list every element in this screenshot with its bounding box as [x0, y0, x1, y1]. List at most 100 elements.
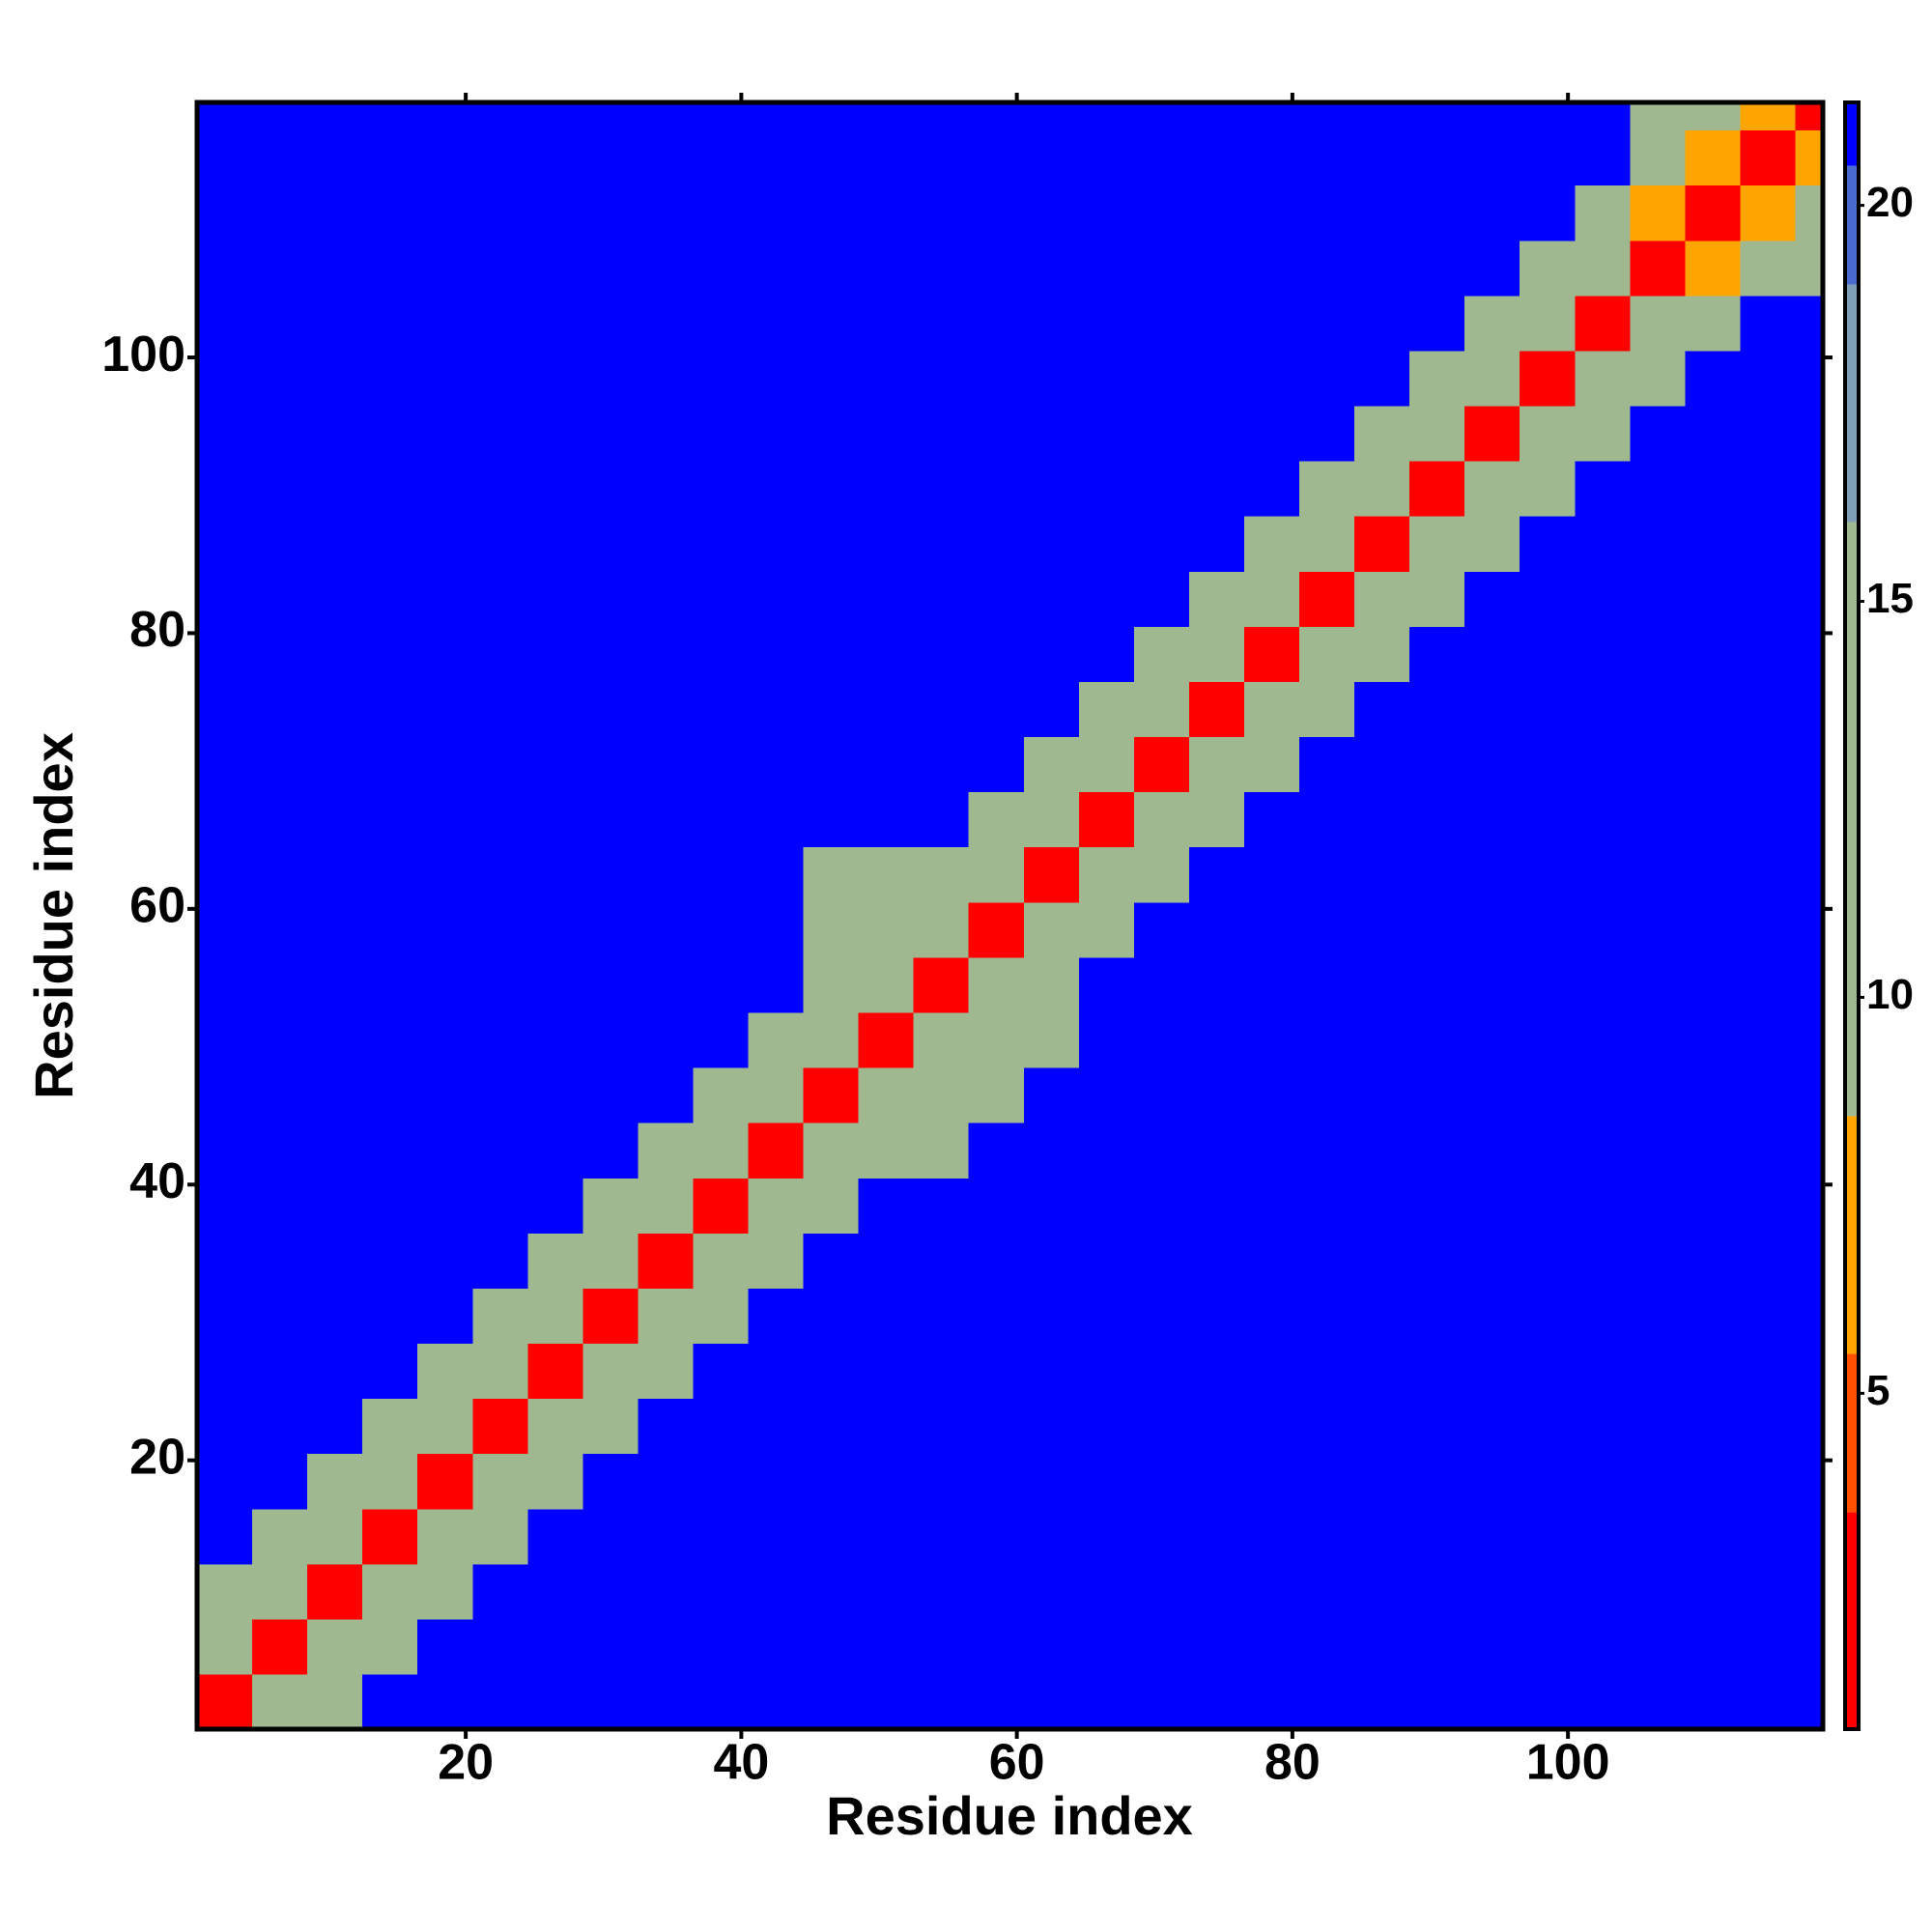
heatmap-cell [968, 1233, 1025, 1289]
heatmap-cell [1630, 846, 1686, 903]
heatmap-cell [362, 1453, 418, 1510]
heatmap-cell [638, 956, 695, 1013]
heatmap-cell [307, 1288, 363, 1345]
heatmap-cell [803, 295, 860, 352]
heatmap-cell [1023, 1673, 1080, 1729]
heatmap-cell [1188, 956, 1245, 1013]
heatmap-cell [803, 516, 860, 572]
heatmap-cell [803, 350, 860, 407]
heatmap-cell [362, 350, 418, 407]
heatmap-cell [1795, 791, 1823, 848]
heatmap-cell [582, 846, 639, 903]
heatmap-cell [1188, 1673, 1245, 1729]
heatmap-cell [968, 901, 1025, 958]
heatmap-cell [1299, 626, 1355, 682]
heatmap-cell [1133, 1398, 1190, 1455]
heatmap-cell [307, 1508, 363, 1565]
heatmap-cell [1685, 516, 1742, 572]
heatmap-cell [362, 1398, 418, 1455]
heatmap-cell [858, 185, 915, 242]
heatmap-cell [1078, 516, 1135, 572]
heatmap-cell [1023, 1066, 1080, 1123]
heatmap-cell [307, 240, 363, 297]
heatmap-cell [1520, 1673, 1576, 1729]
heatmap-cell [1023, 1122, 1080, 1179]
heatmap-cell [1575, 185, 1631, 242]
heatmap-cell [748, 736, 805, 793]
heatmap-cell [197, 295, 253, 352]
heatmap-cell [1464, 1288, 1520, 1345]
heatmap-cell [1243, 791, 1300, 848]
heatmap-cell [638, 461, 695, 517]
heatmap-cell [197, 185, 253, 242]
heatmap-cell [1188, 736, 1245, 793]
heatmap-cell [803, 405, 860, 462]
heatmap-cell [362, 295, 418, 352]
heatmap-cell [1575, 571, 1631, 627]
heatmap-cell [1243, 626, 1300, 682]
heatmap-cell [417, 129, 473, 186]
heatmap-cell [582, 901, 639, 958]
heatmap-cell [1575, 626, 1631, 682]
heatmap-cell [307, 102, 363, 131]
heatmap-cell [527, 956, 583, 1013]
heatmap-cell [1685, 295, 1742, 352]
heatmap-cell [1299, 736, 1355, 793]
heatmap-cell [1795, 350, 1823, 407]
colorbar-segment [1845, 102, 1859, 166]
heatmap-cell [913, 129, 970, 186]
heatmap-cell [307, 1618, 363, 1675]
heatmap-cell [1575, 846, 1631, 903]
heatmap-cell [1188, 1011, 1245, 1068]
heatmap-cell [1575, 791, 1631, 848]
heatmap-cell [472, 1508, 528, 1565]
heatmap-cell [472, 1288, 528, 1345]
heatmap-cell [913, 295, 970, 352]
heatmap-cell [1188, 240, 1245, 297]
heatmap-cell [1409, 350, 1465, 407]
heatmap-cell [417, 681, 473, 738]
heatmap-cell [1630, 791, 1686, 848]
heatmap-cell [1630, 571, 1686, 627]
heatmap-cell [748, 791, 805, 848]
heatmap-cell [307, 791, 363, 848]
heatmap-cell [307, 1453, 363, 1510]
heatmap-cell [1299, 1618, 1355, 1675]
heatmap-cell [968, 405, 1025, 462]
heatmap-cell [1630, 129, 1686, 186]
heatmap-cell [1575, 1618, 1631, 1675]
heatmap-cell [1133, 901, 1190, 958]
heatmap-cell [968, 1066, 1025, 1123]
heatmap-cell [1464, 1673, 1520, 1729]
heatmap-cell [307, 405, 363, 462]
heatmap-cell [1023, 1563, 1080, 1620]
heatmap-cell [1520, 736, 1576, 793]
heatmap-cell [638, 1343, 695, 1400]
heatmap-cell [638, 129, 695, 186]
heatmap-cell [472, 956, 528, 1013]
heatmap-cell [693, 1563, 750, 1620]
heatmap-cell [1354, 1618, 1410, 1675]
heatmap-cell [1299, 1563, 1355, 1620]
heatmap-cell [1464, 1343, 1520, 1400]
heatmap-cell [1354, 1508, 1410, 1565]
heatmap-cell [803, 1618, 860, 1675]
heatmap-cell [1575, 1508, 1631, 1565]
heatmap-cell [252, 240, 308, 297]
heatmap-cell [693, 516, 750, 572]
heatmap-cell [1795, 461, 1823, 517]
heatmap-cell [1078, 846, 1135, 903]
heatmap-cell [748, 1563, 805, 1620]
heatmap-cell [527, 350, 583, 407]
heatmap-cell [197, 129, 253, 186]
heatmap-cell [693, 295, 750, 352]
heatmap-cell [417, 1122, 473, 1179]
heatmap-cell [638, 791, 695, 848]
heatmap-cell [472, 185, 528, 242]
heatmap-cell [1409, 185, 1465, 242]
heatmap-cell [1795, 1563, 1823, 1620]
heatmap-cell [1685, 901, 1742, 958]
heatmap-cell [362, 736, 418, 793]
heatmap-cell [1630, 295, 1686, 352]
